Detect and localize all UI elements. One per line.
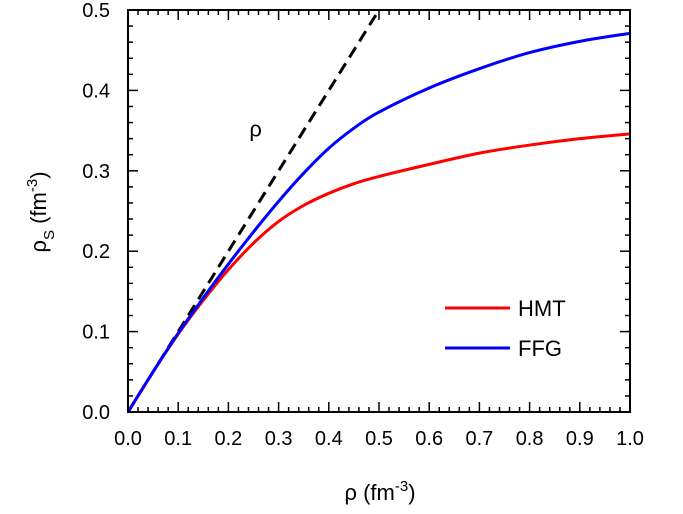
x-tick-label: 0.0 xyxy=(114,428,142,450)
y-tick-label: 0.4 xyxy=(82,80,110,102)
x-tick-label: 0.8 xyxy=(516,428,544,450)
plot-frame xyxy=(127,9,631,413)
y-axis-title: ρS (fm-3) xyxy=(24,171,58,252)
series-line-hmt xyxy=(128,132,630,412)
y-axis-title-main: ρ xyxy=(26,240,51,253)
x-tick-label: 0.2 xyxy=(214,428,242,450)
x-axis-title-sup: -3 xyxy=(395,478,408,495)
y-tick-label: 0.5 xyxy=(82,0,110,22)
y-axis-title-sub: S xyxy=(41,230,58,240)
x-tick-label: 1.0 xyxy=(616,428,644,450)
series-layer xyxy=(128,10,630,412)
x-tick-label: 0.3 xyxy=(265,428,293,450)
y-axis-title-mid: (fm xyxy=(26,192,51,230)
annotation-rho: ρ xyxy=(249,117,262,142)
series-line-ffg xyxy=(128,31,630,412)
y-axis-title-close: ) xyxy=(26,171,51,178)
x-axis-title-main: ρ (fm xyxy=(344,480,394,505)
y-axis-title-sup: -3 xyxy=(24,179,41,192)
legend-label: FFG xyxy=(518,336,562,361)
tick-labels: 0.0 0.1 0.2 0.3 0.4 0.5 0.6 0.7 0.8 0.9 1.0 0.0 0.1 0… xyxy=(82,0,644,450)
y-tick-label: 0.3 xyxy=(82,161,110,183)
x-axis-title-close: ) xyxy=(408,480,415,505)
x-tick-label: 0.7 xyxy=(465,428,493,450)
legend-label: HMT xyxy=(518,296,566,321)
x-tick-label: 0.9 xyxy=(566,428,594,450)
x-tick-label: 0.4 xyxy=(315,428,343,450)
y-tick-label: 0.0 xyxy=(82,402,110,424)
x-axis-title: ρ (fm-3) xyxy=(344,478,415,505)
x-tick-label: 0.5 xyxy=(365,428,393,450)
x-tick-label: 0.1 xyxy=(164,428,192,450)
y-tick-label: 0.2 xyxy=(82,241,110,263)
legend: HMT FFG xyxy=(445,296,566,361)
y-tick-label: 0.1 xyxy=(82,322,110,344)
x-tick-label: 0.6 xyxy=(415,428,443,450)
